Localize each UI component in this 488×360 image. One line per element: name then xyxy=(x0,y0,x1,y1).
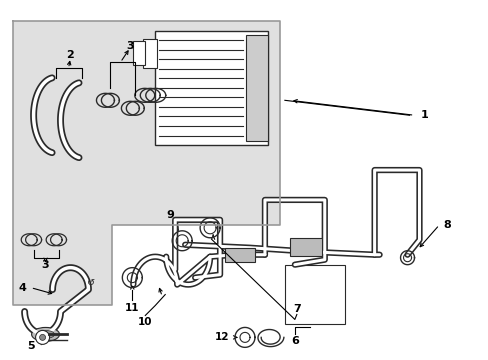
Text: 12: 12 xyxy=(214,332,229,342)
Bar xyxy=(133,41,145,66)
Bar xyxy=(155,31,267,145)
Bar xyxy=(245,35,267,141)
Text: 11: 11 xyxy=(125,302,139,312)
Text: 4: 4 xyxy=(19,283,26,293)
Text: 8: 8 xyxy=(443,220,450,230)
Text: 1: 1 xyxy=(420,110,427,120)
Ellipse shape xyxy=(32,328,60,341)
Ellipse shape xyxy=(37,330,55,338)
Circle shape xyxy=(40,334,45,340)
Bar xyxy=(13,21,279,225)
Circle shape xyxy=(36,330,49,345)
Text: 5: 5 xyxy=(27,341,34,351)
Bar xyxy=(285,265,344,324)
Bar xyxy=(143,39,157,68)
Text: 7: 7 xyxy=(292,305,300,315)
Text: 9: 9 xyxy=(166,210,174,220)
Text: 3: 3 xyxy=(126,41,134,50)
Text: 2: 2 xyxy=(66,50,74,60)
Bar xyxy=(224,248,254,262)
Text: 3: 3 xyxy=(41,260,49,270)
Text: $\circlearrowleft$: $\circlearrowleft$ xyxy=(84,276,96,287)
Bar xyxy=(13,225,112,305)
Bar xyxy=(289,238,321,256)
Text: 10: 10 xyxy=(138,318,152,328)
Text: 6: 6 xyxy=(290,336,298,346)
